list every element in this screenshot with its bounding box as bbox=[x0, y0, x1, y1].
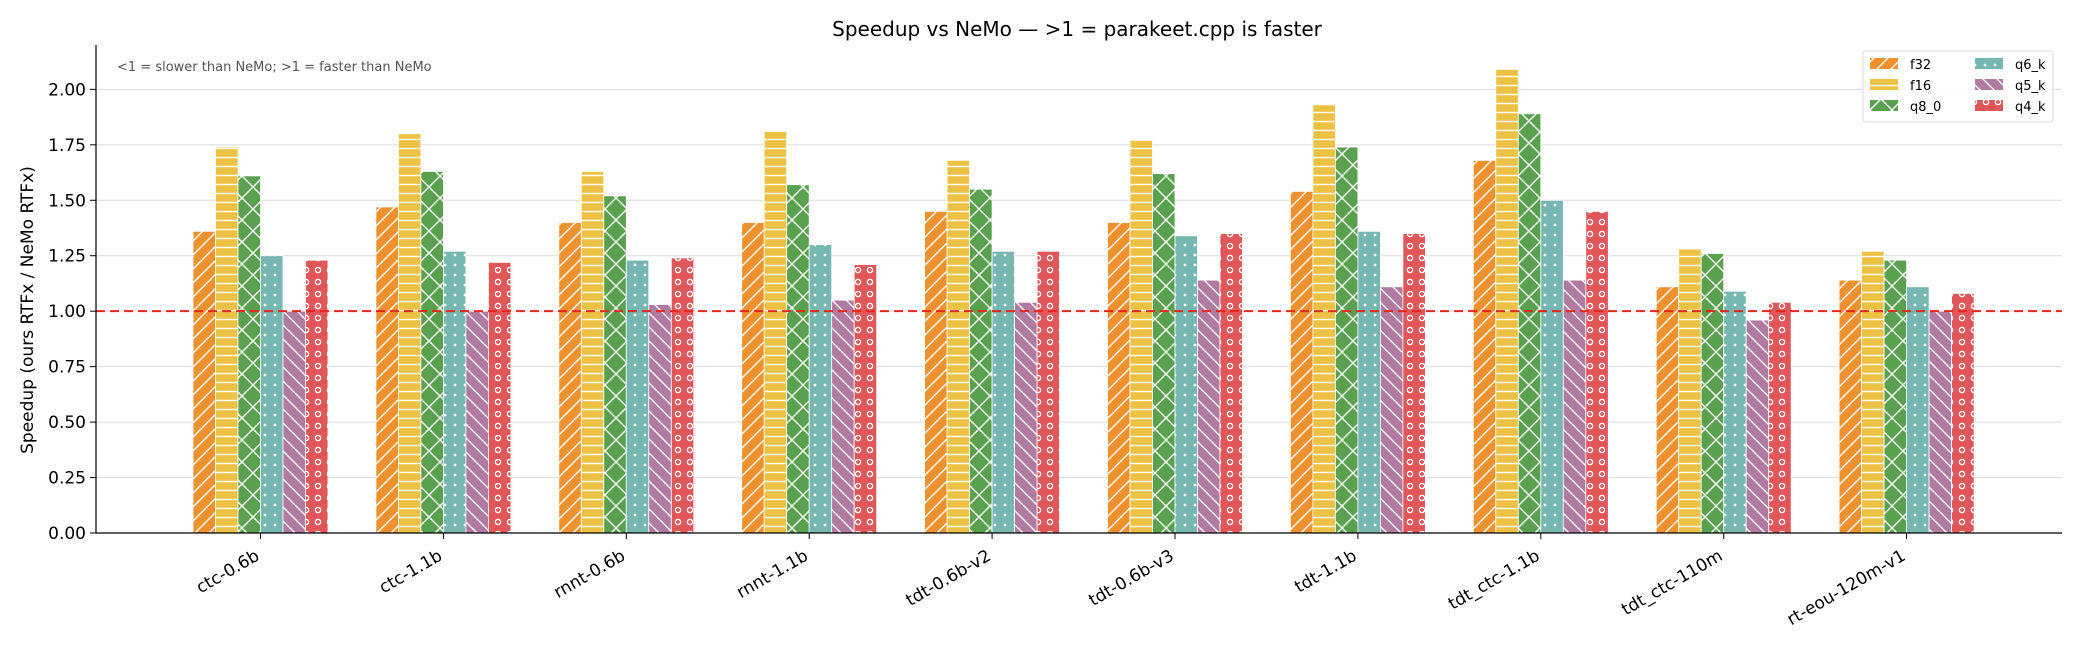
bar-f16-rnnt-0.6b bbox=[580, 171, 605, 534]
legend-label-q6_k: q6_k bbox=[2015, 58, 2046, 73]
y-tick-label: 2.00 bbox=[48, 80, 86, 100]
bar-f32-rnnt-0.6b bbox=[558, 222, 582, 534]
y-tick-label: 1.00 bbox=[48, 302, 86, 322]
bar-q6_k-tdt-1.1b bbox=[1357, 230, 1381, 534]
bar-q4_k-tdt-0.6b-v2 bbox=[1036, 250, 1060, 534]
bar-q6_k-tdt_ctc-1.1b bbox=[1540, 199, 1564, 534]
bar-q4_k-ctc-0.6b bbox=[305, 259, 329, 534]
legend: f32 f16 q8_0 q6_k q5_k q4_k bbox=[1862, 50, 2054, 123]
y-tick-label: 0.25 bbox=[48, 469, 86, 489]
bar-f16-tdt_ctc-110m bbox=[1678, 248, 1702, 534]
legend-swatch-f16 bbox=[1870, 79, 1898, 90]
bar-q6_k-tdt-0.6b-v2 bbox=[991, 250, 1015, 534]
bar-q8_0-tdt_ctc-110m bbox=[1700, 253, 1725, 534]
bar-q8_0-tdt_ctc-1.1b bbox=[1517, 113, 1542, 534]
bar-q6_k-tdt-0.6b-v3 bbox=[1174, 235, 1198, 534]
bar-f32-tdt-0.6b-v3 bbox=[1107, 222, 1131, 534]
bar-q8_0-tdt-0.6b-v2 bbox=[969, 188, 993, 534]
bar-q8_0-ctc-0.6b bbox=[237, 175, 261, 534]
x-tick-label: rnnt-0.6b bbox=[550, 546, 628, 603]
legend-box bbox=[1862, 50, 2054, 123]
x-tick-label: tdt-0.6b-v3 bbox=[1086, 546, 1178, 611]
x-tick-label: ctc-0.6b bbox=[193, 546, 263, 598]
bar-q4_k-rt-eou-120m-v1 bbox=[1951, 293, 1975, 534]
bar-q8_0-tdt-0.6b-v3 bbox=[1152, 173, 1176, 534]
y-tick-label: 0.00 bbox=[48, 524, 86, 544]
bar-q5_k-rnnt-1.1b bbox=[831, 299, 855, 534]
bar-q8_0-rnnt-0.6b bbox=[603, 195, 627, 534]
bar-q6_k-ctc-0.6b bbox=[260, 255, 284, 534]
bars bbox=[96, 69, 2062, 534]
bar-q6_k-rt-eou-120m-v1 bbox=[1906, 286, 1930, 534]
legend-label-q8_0: q8_0 bbox=[1910, 100, 1941, 115]
legend-label-f32: f32 bbox=[1910, 58, 1931, 73]
bar-f32-tdt_ctc-110m bbox=[1655, 286, 1680, 534]
legend-label-q5_k: q5_k bbox=[2015, 79, 2046, 94]
x-tick-label: tdt-1.1b bbox=[1291, 546, 1360, 597]
bar-q4_k-rnnt-1.1b bbox=[853, 264, 878, 534]
x-tick-label: rt-eou-120m-v1 bbox=[1784, 546, 1909, 630]
bar-q4_k-tdt-0.6b-v3 bbox=[1219, 233, 1243, 534]
legend-swatch-q4_k bbox=[1975, 100, 2003, 111]
bar-q5_k-tdt-1.1b bbox=[1380, 286, 1404, 534]
bar-f32-tdt_ctc-1.1b bbox=[1472, 159, 1497, 534]
bar-q5_k-rnnt-0.6b bbox=[648, 304, 672, 534]
y-axis-label: Speedup (ours RTFx / NeMo RTFx) bbox=[18, 166, 38, 454]
legend-swatch-q8_0 bbox=[1870, 100, 1898, 111]
y-tick-label: 1.50 bbox=[48, 191, 86, 211]
bar-f32-ctc-0.6b bbox=[192, 230, 216, 534]
bar-q4_k-tdt-1.1b bbox=[1402, 233, 1426, 534]
bar-q6_k-ctc-1.1b bbox=[442, 250, 467, 534]
bar-q6_k-rnnt-1.1b bbox=[808, 244, 833, 534]
y-tick-label: 1.25 bbox=[48, 247, 86, 267]
x-tick-label: tdt_ctc-1.1b bbox=[1445, 546, 1543, 614]
bar-f16-rnnt-1.1b bbox=[763, 131, 788, 534]
bar-f16-tdt-0.6b-v2 bbox=[946, 159, 970, 534]
bar-q5_k-rt-eou-120m-v1 bbox=[1928, 310, 1952, 534]
x-tick-label: ctc-1.1b bbox=[376, 546, 446, 598]
bar-q4_k-tdt_ctc-110m bbox=[1768, 301, 1792, 534]
bar-f16-tdt_ctc-1.1b bbox=[1495, 69, 1519, 534]
bar-f16-tdt-1.1b bbox=[1312, 104, 1336, 534]
bar-q8_0-rnnt-1.1b bbox=[786, 184, 810, 534]
bar-f32-rnnt-1.1b bbox=[741, 222, 765, 534]
legend-swatch-f32 bbox=[1870, 58, 1898, 69]
bar-q5_k-tdt-0.6b-v3 bbox=[1197, 279, 1221, 534]
bar-q6_k-tdt_ctc-110m bbox=[1723, 290, 1747, 534]
bar-f16-ctc-0.6b bbox=[215, 146, 239, 534]
bar-q8_0-ctc-1.1b bbox=[420, 171, 444, 534]
bar-f32-tdt-1.1b bbox=[1290, 190, 1314, 534]
bar-q4_k-ctc-1.1b bbox=[487, 261, 512, 534]
bar-q4_k-rnnt-0.6b bbox=[670, 257, 695, 534]
bar-q5_k-tdt-0.6b-v2 bbox=[1014, 301, 1038, 534]
x-tick-label: rnnt-1.1b bbox=[733, 546, 811, 603]
bar-f32-tdt-0.6b-v2 bbox=[924, 210, 948, 534]
y-tick-label: 0.75 bbox=[48, 358, 86, 378]
legend-swatch-q5_k bbox=[1975, 79, 2003, 90]
annotation-text: <1 = slower than NeMo; >1 = faster than … bbox=[117, 60, 432, 75]
x-tick-label: tdt_ctc-110m bbox=[1618, 546, 1726, 620]
bar-q8_0-rt-eou-120m-v1 bbox=[1883, 259, 1907, 534]
legend-swatch-q6_k bbox=[1975, 58, 2003, 69]
bar-q5_k-ctc-0.6b bbox=[282, 310, 306, 534]
legend-label-q4_k: q4_k bbox=[2015, 100, 2046, 115]
bar-q5_k-tdt_ctc-1.1b bbox=[1562, 279, 1587, 534]
legend-label-f16: f16 bbox=[1910, 79, 1931, 94]
bar-f16-rt-eou-120m-v1 bbox=[1861, 250, 1885, 534]
x-tick-label: tdt-0.6b-v2 bbox=[903, 546, 995, 611]
bar-q8_0-tdt-1.1b bbox=[1335, 146, 1359, 534]
bar-f32-rt-eou-120m-v1 bbox=[1838, 279, 1862, 534]
bar-q6_k-rnnt-0.6b bbox=[625, 259, 650, 534]
bar-f16-tdt-0.6b-v3 bbox=[1129, 139, 1153, 534]
bar-q5_k-ctc-1.1b bbox=[465, 310, 489, 534]
bar-q4_k-tdt_ctc-1.1b bbox=[1585, 210, 1609, 534]
y-tick-label: 0.50 bbox=[48, 413, 86, 433]
bar-f16-ctc-1.1b bbox=[397, 133, 422, 534]
y-tick-label: 1.75 bbox=[48, 136, 86, 156]
bar-q5_k-tdt_ctc-110m bbox=[1745, 319, 1770, 534]
chart-title: Speedup vs NeMo — >1 = parakeet.cpp is f… bbox=[832, 17, 1323, 41]
bar-f32-ctc-1.1b bbox=[375, 206, 399, 534]
